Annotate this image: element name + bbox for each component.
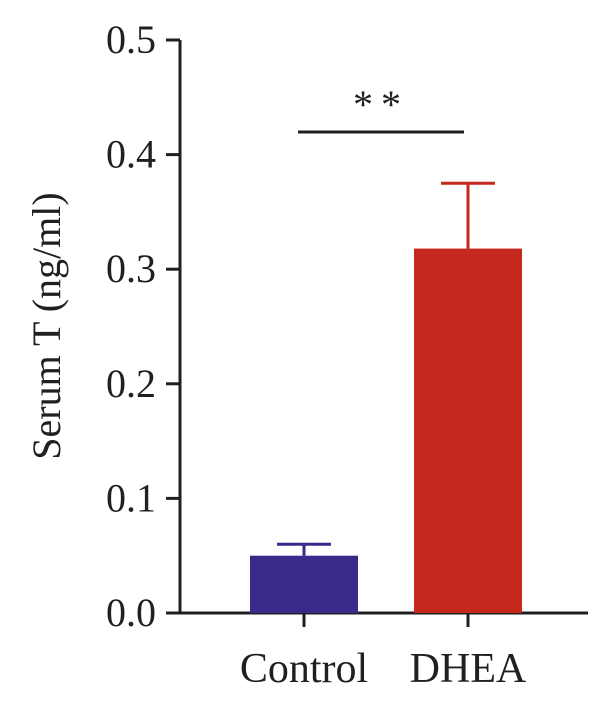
y-tick-label: 0.5 (106, 17, 156, 62)
y-tick-label: 0.0 (106, 590, 156, 635)
y-tick-label: 0.2 (106, 361, 156, 406)
bar-dhea (414, 248, 522, 613)
x-tick-label: Control (240, 646, 368, 692)
y-tick-label: 0.4 (106, 132, 156, 177)
x-tick-label: DHEA (410, 646, 527, 692)
bar-control (250, 555, 358, 613)
y-tick-label: 0.1 (106, 475, 156, 520)
y-axis-title: Serum T (ng/ml) (24, 192, 69, 459)
y-tick-label: 0.3 (106, 246, 156, 291)
significance-label: ** (353, 82, 409, 127)
